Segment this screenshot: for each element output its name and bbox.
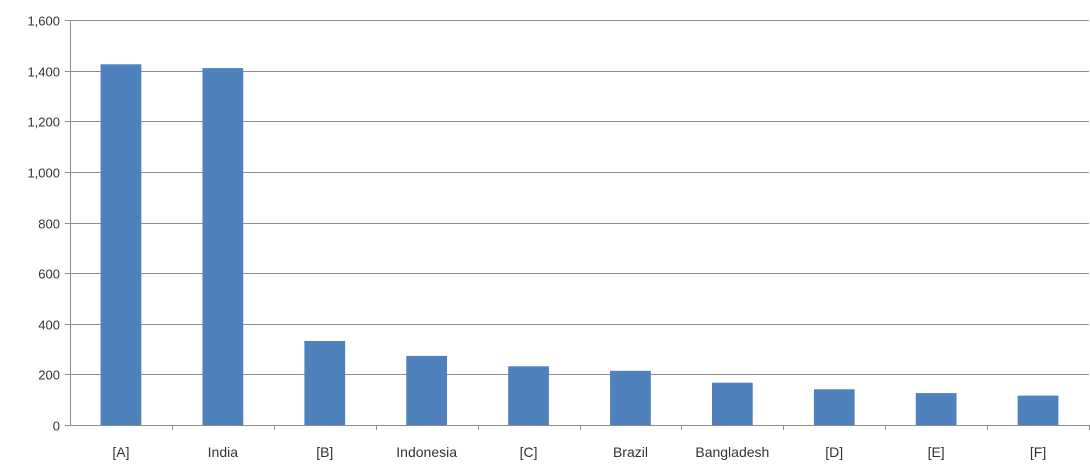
y-tick-label: 1,400	[27, 65, 60, 80]
x-tick-label: Brazil	[613, 444, 648, 460]
axes	[65, 20, 1090, 430]
bar	[304, 340, 346, 425]
y-tick-label: 0	[53, 419, 60, 434]
bar	[813, 389, 855, 425]
bar	[202, 68, 244, 425]
bar	[406, 355, 448, 425]
bar	[610, 370, 651, 425]
bar	[508, 366, 549, 425]
x-tick-label: [B]	[316, 444, 333, 460]
y-tick-label: 800	[38, 217, 60, 232]
bar	[915, 393, 957, 425]
bar	[100, 64, 142, 425]
x-tick-label: Bangladesh	[695, 444, 769, 460]
x-tick-label: [A]	[112, 444, 129, 460]
bars	[100, 64, 1059, 425]
x-tick-label: [F]	[1030, 444, 1046, 460]
x-tick-label: India	[208, 444, 239, 460]
y-tick-label: 1,000	[27, 166, 60, 181]
y-tick-label: 200	[38, 368, 60, 383]
y-tick-labels: 0 200 400 600 800 1,000 1,200 1,400 1,600	[27, 14, 60, 434]
y-tick-label: 1,600	[27, 14, 60, 29]
bar	[711, 382, 753, 425]
x-tick-label: [D]	[825, 444, 843, 460]
y-tick-label: 1,200	[27, 115, 60, 130]
bar	[1017, 395, 1059, 425]
x-tick-label: [E]	[928, 444, 945, 460]
x-tick-label: [C]	[520, 444, 538, 460]
x-tick-labels: [A] India [B] Indonesia [C] Brazil Bangladesh […	[112, 444, 1046, 460]
y-tick-label: 400	[38, 318, 60, 333]
y-tick-label: 600	[38, 267, 60, 282]
x-tick-label: Indonesia	[396, 444, 457, 460]
